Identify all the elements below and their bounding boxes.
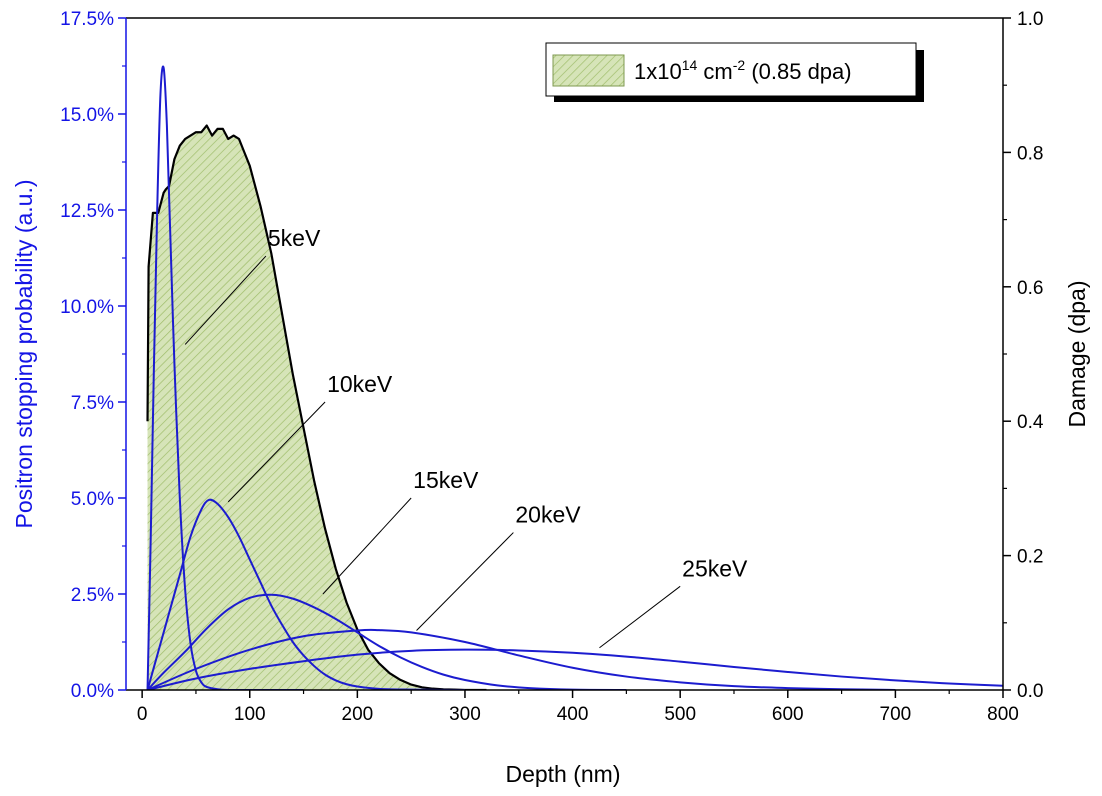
annotation-leader-25kev bbox=[599, 585, 681, 649]
x-tick-label: 700 bbox=[880, 704, 912, 725]
damage-layer bbox=[146, 124, 487, 690]
y-right-tick-label: 0.8 bbox=[1017, 143, 1043, 164]
x-tick-label: 200 bbox=[342, 704, 374, 725]
y-left-tick-label: 15.0% bbox=[60, 105, 114, 126]
legend: 1x1014 cm-2 (0.85 dpa) bbox=[545, 42, 924, 102]
x-tick-label: 300 bbox=[449, 704, 481, 725]
x-tick-label: 500 bbox=[664, 704, 696, 725]
y-right-tick-label: 0.2 bbox=[1017, 547, 1043, 568]
y-axis-right-title: Damage (dpa) bbox=[1064, 280, 1090, 427]
y-axis-left-title: Positron stopping probability (a.u.) bbox=[11, 179, 37, 528]
x-tick-label: 600 bbox=[772, 704, 804, 725]
annotation-label-25kev: 25keV bbox=[682, 555, 748, 581]
y-left-tick-label: 10.0% bbox=[60, 297, 114, 318]
annotation-leader-15kev bbox=[322, 497, 412, 595]
annotations: 5keV 10keV 15keV 20keV 25keV bbox=[184, 225, 748, 649]
y-left-tick-label: 17.5% bbox=[60, 9, 114, 30]
annotation-label-5kev: 5keV bbox=[268, 225, 321, 251]
y-right-tick-label: 0.0 bbox=[1017, 681, 1043, 702]
y-right-tick-label: 1.0 bbox=[1017, 9, 1043, 30]
x-tick-label: 800 bbox=[987, 704, 1019, 725]
y-left-tick-label: 0.0% bbox=[71, 681, 114, 702]
annotation-leader-20kev bbox=[416, 532, 514, 631]
y-right-tick-label: 0.4 bbox=[1017, 412, 1044, 433]
y-left-tick-label: 2.5% bbox=[71, 585, 114, 606]
legend-label: 1x1014 cm-2 (0.85 dpa) bbox=[634, 57, 852, 84]
annotation-leader-10kev bbox=[227, 401, 326, 503]
annotation-leader-5kev bbox=[184, 255, 267, 345]
y-right-tick-label: 0.6 bbox=[1017, 278, 1043, 299]
damage-line bbox=[146, 124, 487, 690]
annotation-label-10kev: 10keV bbox=[327, 371, 393, 397]
y-left-tick-label: 12.5% bbox=[60, 201, 114, 222]
annotation-label-15kev: 15keV bbox=[413, 467, 479, 493]
positron-curve-15kev bbox=[146, 593, 627, 690]
x-tick-label: 100 bbox=[234, 704, 266, 725]
x-tick-label: 0 bbox=[137, 704, 148, 725]
axes-ticks: 0 100 200 300 400 500 600 700 800 0.0% 2.5% 5.0% 7.5… bbox=[60, 9, 1044, 725]
y-left-tick-label: 7.5% bbox=[71, 393, 114, 414]
series-layer bbox=[146, 65, 1003, 690]
legend-swatch bbox=[552, 54, 625, 87]
x-axis-title: Depth (nm) bbox=[505, 761, 620, 787]
positron-curve-5kev bbox=[146, 65, 304, 690]
annotation-label-20kev: 20keV bbox=[515, 502, 581, 528]
y-left-tick-label: 5.0% bbox=[71, 489, 114, 510]
damage-area bbox=[147, 125, 487, 690]
x-tick-label: 400 bbox=[557, 704, 589, 725]
positron-curve-20kev bbox=[147, 628, 896, 690]
positron-curve-25kev bbox=[147, 648, 1003, 690]
